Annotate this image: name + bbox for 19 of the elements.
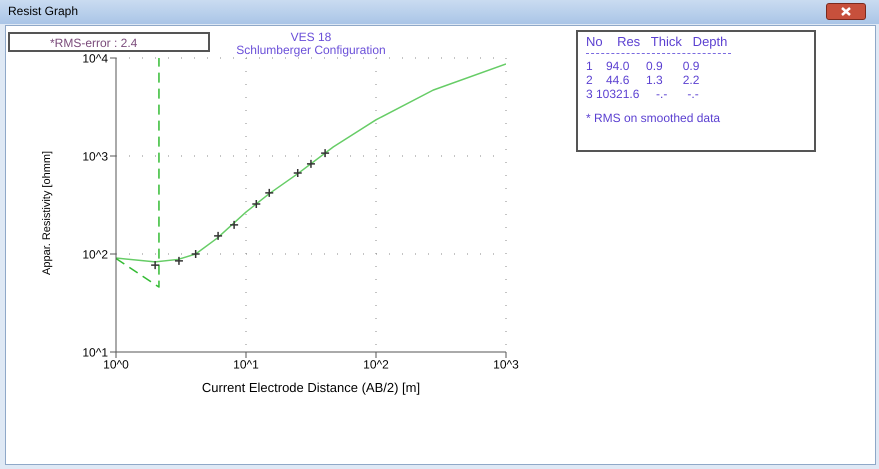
y-tick-label: 10^3 <box>82 149 108 164</box>
y-tick-label: 10^2 <box>82 247 108 262</box>
chart-subtitle: Schlumberger Configuration <box>236 43 386 57</box>
y-tick-label: 10^1 <box>82 345 108 360</box>
text: 2 44.6 1.3 2.2 <box>586 73 700 87</box>
y-tick-label: 10^4 <box>82 51 108 66</box>
text: 3 10321.6 -.- -.- <box>586 87 700 101</box>
x-axis-title: Current Electrode Distance (AB/2) [m] <box>202 380 420 395</box>
y-axis-title: Appar. Resistivity [ohmm] <box>40 150 53 275</box>
chart-title: VES 18 <box>290 30 332 44</box>
x-tick-label: 10^1 <box>233 358 260 372</box>
text: * RMS on smoothed data <box>586 111 722 125</box>
x-tick-label: 10^3 <box>493 358 520 372</box>
x-tick-label: 10^2 <box>363 358 390 372</box>
text: No Res Thick Depth <box>586 34 728 49</box>
text: 1 94.0 0.9 0.9 <box>586 59 700 73</box>
text: *RMS-error : 2.4 <box>8 32 210 52</box>
x-tick-label: 10^0 <box>103 358 130 372</box>
text: Resist Graph <box>8 4 78 18</box>
